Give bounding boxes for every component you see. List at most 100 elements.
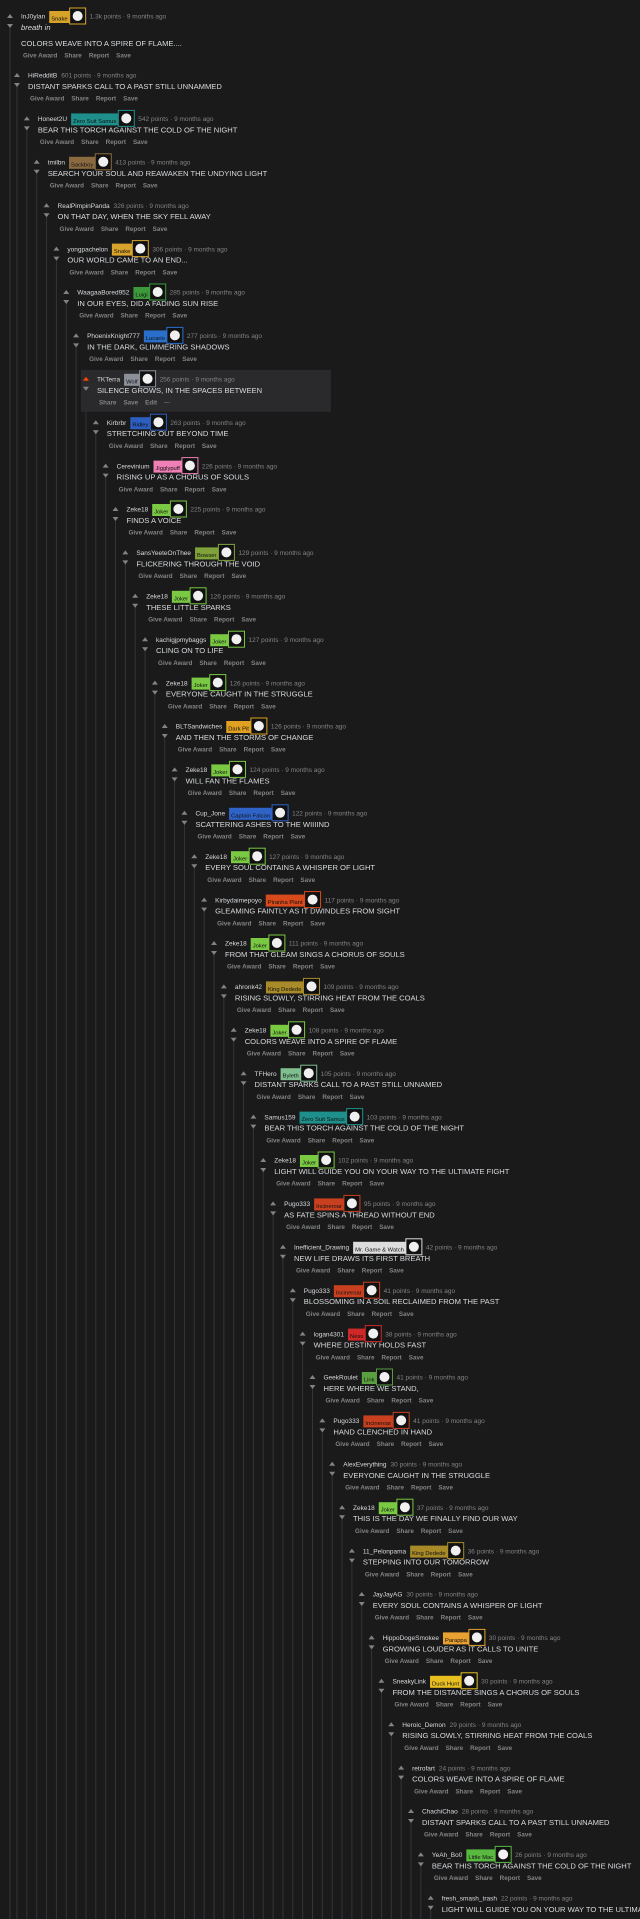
- action[interactable]: Give Award: [375, 1615, 409, 1622]
- action[interactable]: Give Award: [148, 616, 182, 623]
- action[interactable]: Share: [101, 226, 119, 233]
- upvote[interactable]: [102, 463, 109, 468]
- author[interactable]: fresh_smash_trash: [442, 1896, 498, 1903]
- action[interactable]: Report: [244, 747, 265, 754]
- action[interactable]: Save: [281, 790, 296, 797]
- action[interactable]: Give Award: [365, 1571, 399, 1578]
- upvote[interactable]: [82, 376, 89, 381]
- action[interactable]: Save: [369, 1181, 384, 1188]
- action[interactable]: Report: [470, 1745, 491, 1752]
- action[interactable]: Report: [253, 790, 274, 797]
- action[interactable]: Report: [431, 1571, 452, 1578]
- action[interactable]: Report: [381, 1354, 402, 1361]
- upvote[interactable]: [250, 1114, 257, 1119]
- action[interactable]: Save: [409, 1354, 424, 1361]
- upvote[interactable]: [309, 1375, 316, 1379]
- action[interactable]: ···: [164, 399, 170, 406]
- action[interactable]: Report: [194, 530, 215, 537]
- action[interactable]: Give Award: [30, 96, 64, 103]
- action[interactable]: Give Award: [89, 356, 123, 363]
- downvote[interactable]: [82, 386, 89, 391]
- downvote[interactable]: [329, 1471, 336, 1476]
- action[interactable]: Save: [527, 1875, 542, 1882]
- action[interactable]: Share: [396, 1528, 414, 1535]
- author[interactable]: Pugo333: [304, 1288, 330, 1295]
- action[interactable]: Share: [229, 790, 247, 797]
- action[interactable]: Share: [219, 747, 237, 754]
- downvote[interactable]: [378, 1688, 385, 1693]
- action[interactable]: Save: [438, 1484, 453, 1491]
- action[interactable]: Share: [426, 1658, 444, 1665]
- action[interactable]: Save: [291, 833, 306, 840]
- downvote[interactable]: [33, 169, 40, 174]
- author[interactable]: Zeke18: [205, 854, 227, 861]
- author[interactable]: Zeke18: [225, 941, 247, 948]
- action[interactable]: Give Award: [424, 1832, 458, 1839]
- action[interactable]: Report: [450, 1658, 471, 1665]
- upvote[interactable]: [220, 984, 227, 989]
- upvote[interactable]: [142, 637, 149, 642]
- upvote[interactable]: [427, 1895, 434, 1900]
- author[interactable]: ahronk42: [235, 984, 262, 991]
- downvote[interactable]: [427, 1905, 434, 1910]
- action[interactable]: Save: [350, 1094, 365, 1101]
- upvote[interactable]: [201, 897, 208, 902]
- action[interactable]: Report: [214, 616, 235, 623]
- action[interactable]: Give Award: [286, 1224, 320, 1231]
- action[interactable]: Give Award: [188, 790, 222, 797]
- author[interactable]: Kirbydaimepoyo: [215, 897, 262, 904]
- author[interactable]: Zeke18: [146, 594, 168, 601]
- author[interactable]: Zeke18: [353, 1505, 375, 1512]
- upvote[interactable]: [299, 1331, 306, 1336]
- author[interactable]: Zeke18: [274, 1158, 296, 1165]
- upvote[interactable]: [191, 854, 198, 859]
- action[interactable]: Save: [116, 53, 131, 60]
- downvote[interactable]: [211, 951, 217, 955]
- downvote[interactable]: [122, 560, 129, 565]
- author[interactable]: tmilbn: [48, 160, 66, 167]
- author[interactable]: GeekRoulet: [324, 1375, 359, 1382]
- downvote[interactable]: [220, 994, 227, 999]
- action[interactable]: Share: [455, 1788, 473, 1795]
- action[interactable]: Share: [170, 530, 188, 537]
- action[interactable]: Share: [199, 660, 217, 667]
- action[interactable]: Give Award: [197, 833, 231, 840]
- action[interactable]: Give Award: [306, 1311, 340, 1318]
- action[interactable]: Save: [488, 1701, 503, 1708]
- downvote[interactable]: [132, 603, 139, 608]
- downvote[interactable]: [417, 1862, 424, 1867]
- upvote[interactable]: [132, 593, 139, 598]
- action[interactable]: Report: [460, 1701, 481, 1708]
- author[interactable]: HippoDogeSmokee: [383, 1635, 440, 1642]
- downvote[interactable]: [299, 1341, 306, 1346]
- author[interactable]: Cerevinium: [117, 463, 150, 470]
- action[interactable]: Save: [310, 920, 325, 927]
- action[interactable]: Save: [271, 747, 286, 754]
- action[interactable]: Save: [123, 399, 138, 406]
- action[interactable]: Share: [327, 1224, 345, 1231]
- action[interactable]: Report: [145, 313, 166, 320]
- action[interactable]: Give Award: [40, 139, 74, 146]
- downvote[interactable]: [358, 1602, 365, 1606]
- action[interactable]: Share: [318, 1181, 336, 1188]
- action[interactable]: Share: [347, 1311, 365, 1318]
- upvote[interactable]: [23, 116, 30, 121]
- action[interactable]: Give Award: [207, 877, 241, 884]
- action[interactable]: Give Award: [257, 1094, 291, 1101]
- action[interactable]: Give Award: [394, 1701, 428, 1708]
- downvote[interactable]: [339, 1515, 346, 1520]
- author[interactable]: retrofart: [412, 1765, 435, 1772]
- downvote[interactable]: [142, 647, 149, 652]
- action[interactable]: Give Award: [217, 920, 251, 927]
- upvote[interactable]: [260, 1158, 267, 1162]
- action[interactable]: Report: [224, 660, 245, 667]
- upvote[interactable]: [92, 420, 99, 425]
- upvote[interactable]: [73, 333, 80, 338]
- action[interactable]: Save: [231, 573, 246, 580]
- action[interactable]: Report: [204, 573, 225, 580]
- action[interactable]: Give Award: [385, 1658, 419, 1665]
- upvote[interactable]: [43, 203, 50, 208]
- author[interactable]: Honeet2U: [38, 116, 68, 123]
- downvote[interactable]: [171, 777, 178, 782]
- upvote[interactable]: [368, 1635, 375, 1640]
